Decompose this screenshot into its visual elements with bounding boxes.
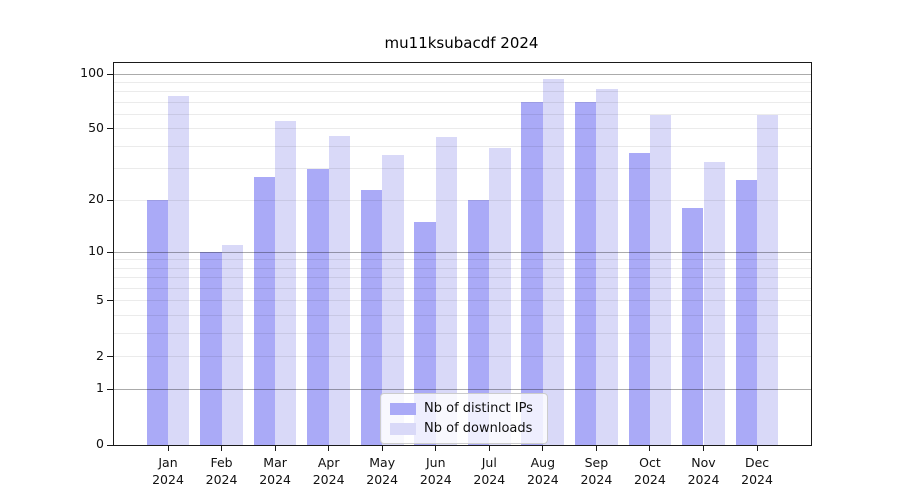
x-tick	[542, 445, 544, 451]
gridline-minor	[114, 128, 811, 130]
x-tick	[274, 445, 276, 451]
bar-downloads-nov	[703, 161, 725, 445]
x-tick-label: Dec 2024	[741, 455, 773, 487]
y-tick-label: 10	[88, 243, 104, 259]
x-tick	[167, 445, 169, 451]
x-tick-label: May 2024	[366, 455, 399, 487]
gridline-minor	[114, 356, 811, 358]
bar-downloads-aug	[542, 78, 565, 445]
x-tick	[595, 445, 597, 451]
x-tick-label: Apr 2024	[312, 455, 345, 487]
x-tick	[488, 445, 490, 451]
bar-distinct-ips-nov	[682, 208, 704, 445]
x-tick	[649, 445, 651, 451]
x-tick-label: Aug 2024	[526, 455, 559, 487]
bar-distinct-ips-sep	[575, 102, 597, 445]
y-tick	[107, 300, 113, 302]
bar-distinct-ips-mar	[253, 177, 276, 445]
gridline-minor	[114, 91, 811, 93]
bar-downloads-oct	[649, 114, 672, 445]
legend-label-downloads: Nb of downloads	[424, 421, 533, 436]
bar-distinct-ips-aug	[521, 102, 543, 445]
gridline-minor	[114, 300, 811, 302]
gridline-minor	[114, 315, 811, 317]
y-tick	[107, 199, 113, 201]
bar-distinct-ips-jan	[146, 200, 168, 445]
legend-swatch-distinct-ips	[390, 402, 416, 415]
gridline-major	[114, 388, 811, 390]
gridline-major	[114, 251, 811, 253]
y-tick-label: 5	[96, 291, 104, 307]
gridline-minor	[114, 259, 811, 261]
legend-swatch-downloads	[390, 422, 416, 435]
x-tick	[381, 445, 383, 451]
y-tick	[107, 73, 113, 75]
gridline-minor	[114, 277, 811, 279]
bar-downloads-jan	[168, 95, 190, 445]
plot-area: Jan 2024 Feb 2024 Mar 2024 Apr 2024 May 2024…	[107, 62, 812, 487]
x-tick-label: Jul 2024	[473, 455, 506, 487]
y-tick-label: 2	[96, 347, 104, 363]
gridline-minor	[114, 145, 811, 147]
y-tick	[107, 356, 113, 358]
y-tick-label: 1	[96, 380, 104, 396]
legend-row: Nb of distinct IPs	[390, 401, 537, 416]
legend-row: Nb of downloads	[390, 421, 537, 436]
y-tick	[107, 444, 113, 446]
gridline-minor	[114, 199, 811, 201]
bar-distinct-ips-may	[360, 189, 383, 445]
y-tick	[107, 128, 113, 130]
bar-distinct-ips-jul	[467, 200, 490, 445]
x-tick-label: Feb 2024	[205, 455, 238, 487]
bar-distinct-ips-apr	[307, 168, 329, 445]
x-tick-label: Jan 2024	[152, 455, 184, 487]
x-tick-label: Mar 2024	[259, 455, 291, 487]
x-tick	[435, 445, 437, 451]
x-tick-label: Nov 2024	[687, 455, 720, 487]
gridline-minor	[114, 267, 811, 269]
gridline-minor	[114, 168, 811, 170]
x-tick	[703, 445, 704, 451]
x-tick-label: Sep 2024	[580, 455, 613, 487]
gridline-minor	[114, 101, 811, 103]
x-tick-label: Oct 2024	[634, 455, 666, 487]
y-tick-label: 100	[80, 65, 104, 80]
bar-downloads-sep	[596, 88, 618, 445]
bar-distinct-ips-dec	[735, 180, 758, 445]
chart-title: mu11ksubacdf 2024	[384, 34, 539, 52]
y-tick	[107, 388, 113, 390]
bar-downloads-jun	[435, 137, 458, 445]
legend: Nb of distinct IPs Nb of downloads	[380, 393, 548, 444]
y-tick-label: 50	[88, 119, 104, 135]
bar-downloads-apr	[328, 135, 351, 445]
x-tick-label: Jun 2024	[419, 455, 452, 487]
x-tick	[756, 445, 758, 451]
gridline-minor	[114, 333, 811, 335]
bar-downloads-jul	[489, 148, 511, 445]
y-tick-label: 20	[88, 191, 104, 207]
bar-downloads-dec	[757, 114, 779, 445]
bar-distinct-ips-oct	[628, 152, 650, 445]
bar-downloads-may	[382, 154, 404, 445]
bar-distinct-ips-feb	[200, 252, 222, 445]
gridline-minor	[114, 288, 811, 290]
gridline-minor	[114, 114, 811, 116]
gridline-minor	[114, 81, 811, 83]
y-tick	[107, 251, 113, 253]
x-tick	[328, 445, 330, 451]
bar-downloads-mar	[275, 121, 297, 445]
x-tick	[221, 445, 223, 451]
gridline-major	[114, 73, 811, 75]
bar-distinct-ips-jun	[414, 222, 436, 445]
y-tick-label: 0	[96, 436, 104, 451]
legend-label-distinct-ips: Nb of distinct IPs	[424, 401, 533, 416]
bar-downloads-feb	[221, 245, 243, 445]
